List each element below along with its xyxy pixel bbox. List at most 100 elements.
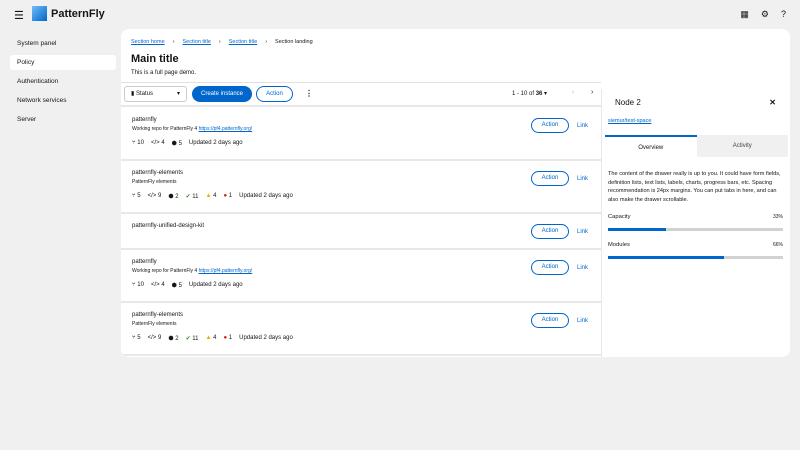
- check-circle-icon: ✔ 11: [185, 194, 199, 200]
- next-page-icon[interactable]: ›: [591, 89, 594, 96]
- caret-down-icon: ▾: [544, 91, 548, 97]
- cube-count: 2: [175, 194, 179, 200]
- repo-name: patternfly: [132, 259, 157, 265]
- row-link[interactable]: Link: [576, 175, 588, 182]
- capacity-progress: Capacity 33%: [608, 214, 783, 231]
- masthead: ☰ PatternFly ▦ ⚙?: [0, 0, 800, 29]
- sidebar-item-policy[interactable]: Policy: [10, 55, 116, 70]
- cube-count: 5: [178, 141, 182, 147]
- warning-icon: ▲ 4: [205, 193, 217, 199]
- kebab-icon[interactable]: ⋮: [305, 89, 313, 98]
- progress-fill: [608, 256, 724, 259]
- row-action-button[interactable]: Action: [530, 118, 569, 133]
- help-icon[interactable]: ?: [780, 9, 786, 19]
- drawer-tabs: Overview Activity: [605, 135, 788, 157]
- brand-name: PatternFly: [51, 7, 105, 20]
- previous-page-icon[interactable]: ‹: [572, 89, 575, 96]
- updated-text: Updated 2 days ago: [239, 335, 293, 341]
- branch-count: 5: [137, 335, 141, 341]
- cube-icon: ⬢ 2: [168, 336, 179, 342]
- pagination-total: 36: [535, 91, 543, 97]
- chevron-right-icon: ›: [265, 39, 268, 45]
- error-count: 1: [228, 335, 233, 341]
- branch-icon: ⑂ 5: [132, 335, 141, 341]
- list-item: patternfly-elements PatternFly elements ⑂…: [121, 303, 601, 356]
- sidebar-item-network-services[interactable]: Network services: [17, 97, 67, 104]
- row-link[interactable]: Link: [576, 228, 588, 235]
- repo-list: patternfly Working repo for PatternFly 4 …: [121, 108, 601, 356]
- repo-description: Working repo for PatternFly 4 https://pf…: [132, 268, 590, 274]
- warning-icon: ▲ 4: [205, 335, 217, 341]
- drawer: Node 2 ✕ siemur/test-space Overview Acti…: [601, 89, 790, 357]
- create-instance-button[interactable]: Create instance: [192, 86, 252, 102]
- repo-description: Working repo for PatternFly 4 https://pf…: [132, 126, 590, 132]
- list-item: patternfly-unified-design-kit Action Link: [121, 214, 601, 250]
- repo-description: PatternFly elements: [132, 179, 590, 185]
- warning-count: 4: [213, 335, 217, 341]
- cube-icon: ⬢ 5: [171, 283, 182, 289]
- cube-icon: ⬢ 2: [168, 194, 179, 200]
- code-count: 9: [157, 335, 162, 341]
- branch-count: 10: [137, 140, 144, 146]
- breadcrumb-link[interactable]: Section title: [182, 39, 211, 45]
- row-action-button[interactable]: Action: [530, 313, 569, 328]
- breadcrumb-link[interactable]: Section home: [131, 39, 165, 45]
- drawer-title: Node 2: [615, 98, 641, 107]
- error-count: 1: [228, 193, 233, 199]
- status-select[interactable]: ▮ Status ▾: [124, 86, 187, 102]
- row-action-button[interactable]: Action: [530, 224, 569, 239]
- close-icon[interactable]: ✕: [769, 98, 776, 107]
- chevron-right-icon: ›: [172, 39, 175, 45]
- branch-icon: ⑂ 10: [132, 140, 144, 146]
- list-item: patternfly-elements PatternFly elements ⑂…: [121, 161, 601, 214]
- code-count: 4: [161, 282, 165, 288]
- repo-meta: ⑂ 5 </> 9 ⬢ 2 ✔ 11 ▲ 4 ● 1 Updated 2 days …: [132, 335, 590, 342]
- toolbar: ▮ Status ▾ Create instance Action ⋮ 1 - 1…: [121, 82, 601, 107]
- caret-down-icon: ▾: [176, 91, 180, 97]
- patternfly-logo-icon: [32, 6, 47, 21]
- updated-text: Updated 2 days ago: [188, 140, 243, 146]
- error-icon: ● 1: [223, 335, 233, 341]
- progress-fill: [608, 228, 666, 231]
- pagination-range: 1 - 10 of: [512, 91, 535, 97]
- code-count: 4: [161, 140, 165, 146]
- pagination-toggle[interactable]: 1 - 10 of 36 ▾: [512, 90, 547, 97]
- repo-name: patternfly-elements: [132, 312, 184, 318]
- gear-icon[interactable]: ⚙: [760, 9, 769, 19]
- sidebar-item-system-panel[interactable]: System panel: [17, 40, 57, 47]
- progress-value: 33%: [772, 214, 783, 220]
- branch-count: 10: [137, 282, 144, 288]
- row-action-button[interactable]: Action: [530, 171, 569, 186]
- chevron-right-icon: ›: [218, 39, 221, 45]
- sidebar-item-authentication[interactable]: Authentication: [17, 78, 59, 85]
- row-link[interactable]: Link: [576, 122, 588, 129]
- breadcrumb-link[interactable]: Section title: [228, 39, 258, 45]
- cube-count: 2: [175, 336, 179, 342]
- list-item: patternfly Working repo for PatternFly 4 …: [121, 108, 601, 161]
- tab-overview[interactable]: Overview: [605, 135, 697, 157]
- menu-icon[interactable]: ☰: [14, 10, 24, 22]
- sidebar: System panel Policy Authentication Netwo…: [10, 36, 116, 131]
- list-item: patternfly Working repo for PatternFly 4 …: [121, 250, 601, 303]
- row-link[interactable]: Link: [576, 264, 588, 271]
- drawer-link[interactable]: siemur/test-space: [608, 118, 652, 124]
- action-button[interactable]: Action: [256, 86, 293, 102]
- description-text: Working repo for PatternFly 4: [132, 126, 198, 132]
- repo-url-link[interactable]: https://pf4.patternfly.org/: [198, 268, 253, 274]
- row-link[interactable]: Link: [576, 317, 588, 324]
- status-label: Status: [135, 91, 153, 97]
- repo-name: patternfly: [132, 117, 157, 123]
- tab-activity[interactable]: Activity: [696, 135, 788, 157]
- repo-url-link[interactable]: https://pf4.patternfly.org/: [198, 126, 253, 132]
- row-action-button[interactable]: Action: [530, 260, 569, 275]
- sidebar-item-server[interactable]: Server: [17, 116, 37, 123]
- branch-icon: ⑂ 5: [132, 193, 141, 199]
- progress-value: 66%: [772, 242, 783, 248]
- branch-count: 5: [137, 193, 141, 199]
- bookmark-icon: ▮: [131, 91, 135, 97]
- page-title: Main title: [131, 53, 179, 65]
- grid-icon[interactable]: ▦: [740, 9, 749, 19]
- code-icon: </> 4: [150, 282, 165, 288]
- logo[interactable]: PatternFly: [32, 6, 105, 21]
- breadcrumb-current: Section landing: [275, 39, 313, 45]
